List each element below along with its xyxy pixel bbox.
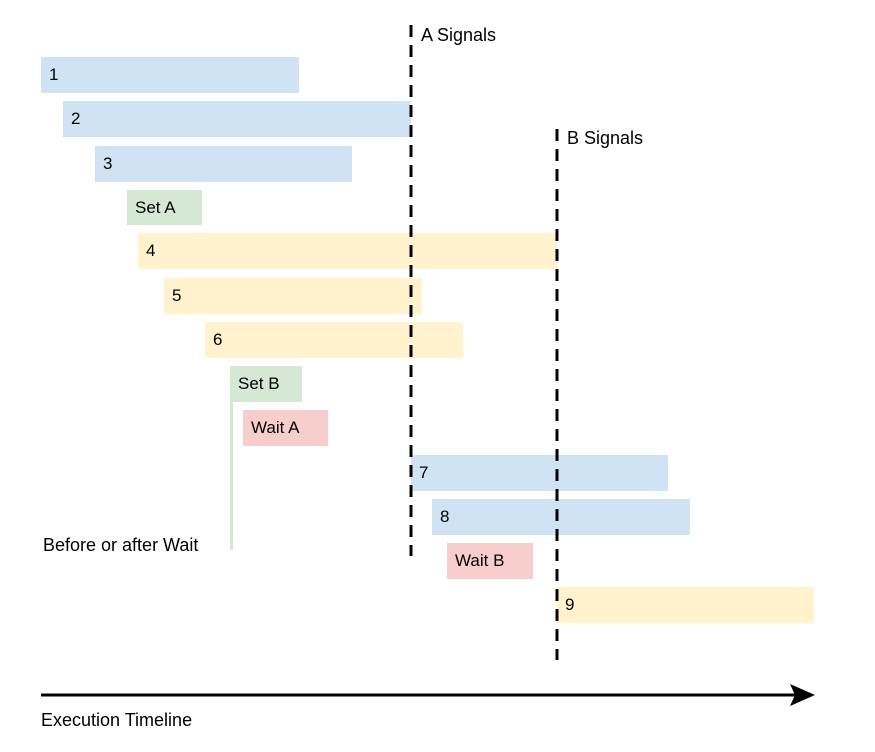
task-label-5: 5 bbox=[172, 286, 182, 305]
b-signals-label: B Signals bbox=[567, 128, 644, 148]
timeline-arrowhead bbox=[790, 684, 815, 706]
task-bar-5: 5 bbox=[164, 278, 422, 314]
wait-a-bar: Wait A bbox=[243, 410, 328, 446]
set-b-label: Set B bbox=[238, 374, 280, 393]
before-or-after-wait-annotation: Before or after Wait bbox=[43, 535, 199, 555]
execution-timeline-label: Execution Timeline bbox=[41, 710, 193, 730]
task-bar-7: 7 bbox=[411, 455, 668, 491]
task-bar-8: 8 bbox=[432, 499, 690, 535]
task-label-2: 2 bbox=[71, 109, 81, 128]
task-label-3: 3 bbox=[103, 154, 113, 173]
wait-b-bar: Wait B bbox=[447, 543, 533, 579]
task-bar-2: 2 bbox=[63, 101, 411, 137]
task-bar-4: 4 bbox=[138, 233, 557, 269]
task-bar-3: 3 bbox=[95, 146, 352, 182]
set-a-label: Set A bbox=[135, 197, 176, 217]
task-label-8: 8 bbox=[440, 507, 450, 526]
task-label-9: 9 bbox=[565, 595, 575, 614]
task-bar-6: 6 bbox=[205, 322, 463, 358]
set-b-bar: Set B bbox=[230, 366, 302, 402]
task-bar-9: 9 bbox=[557, 587, 814, 623]
task-label-4: 4 bbox=[146, 241, 156, 260]
task-label-1: 1 bbox=[49, 65, 59, 84]
wait-b-label: Wait B bbox=[455, 551, 505, 570]
task-bar-1: 1 bbox=[41, 57, 299, 93]
set-a-bar: Set A bbox=[127, 190, 202, 225]
task-label-7: 7 bbox=[419, 463, 429, 482]
task-label-6: 6 bbox=[213, 330, 223, 349]
a-signals-label: A Signals bbox=[421, 25, 497, 45]
wait-a-label: Wait A bbox=[251, 418, 300, 437]
